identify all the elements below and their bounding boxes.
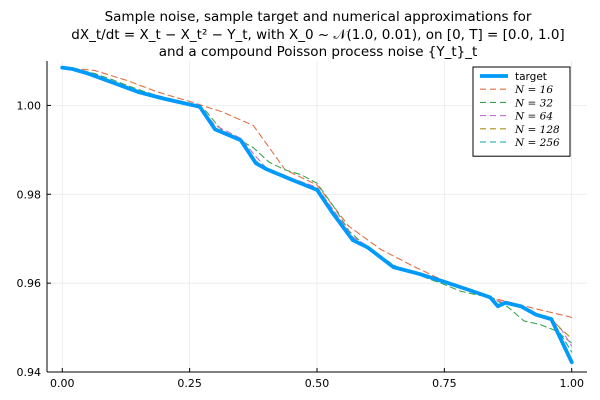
y-tick-label: 1.00 bbox=[17, 99, 42, 112]
x-tick-label: 0.50 bbox=[305, 377, 330, 390]
x-tick-label: 0.00 bbox=[50, 377, 75, 390]
chart-title-line-1: Sample noise, sample target and numerica… bbox=[105, 9, 532, 25]
legend-label: N = 128 bbox=[514, 124, 560, 136]
legend-box bbox=[472, 66, 571, 157]
legend-label: N = 32 bbox=[514, 97, 553, 109]
series-line-target bbox=[60, 65, 574, 365]
legend-label: N = 256 bbox=[514, 137, 560, 149]
y-tick-label: 0.98 bbox=[17, 188, 42, 201]
x-tick-label: 1.00 bbox=[559, 377, 584, 390]
legend-label: target bbox=[515, 71, 547, 83]
legend-label: N = 16 bbox=[514, 84, 553, 96]
x-axis-ticks: 0.00 0.25 0.50 0.75 1.00 bbox=[50, 368, 584, 390]
y-tick-label: 0.96 bbox=[17, 277, 42, 290]
x-tick-label: 0.25 bbox=[177, 377, 202, 390]
chart-title: Sample noise, sample target and numerica… bbox=[71, 9, 564, 60]
series-line-n-16 bbox=[61, 67, 573, 318]
y-axis-ticks: 0.94 0.96 0.98 1.00 bbox=[17, 99, 51, 379]
x-tick-label: 0.75 bbox=[432, 377, 457, 390]
chart-title-line-3: and a compound Poisson process noise {Y_… bbox=[159, 44, 478, 60]
series-line-n-32 bbox=[61, 67, 573, 344]
chart-title-line-2: dX_t/dt = X_t − X_t² − Y_t, with X_0 ~ 𝒩… bbox=[71, 27, 564, 43]
y-tick-label: 0.94 bbox=[17, 366, 42, 379]
series-lines bbox=[60, 65, 574, 365]
legend-label: N = 64 bbox=[514, 111, 553, 123]
